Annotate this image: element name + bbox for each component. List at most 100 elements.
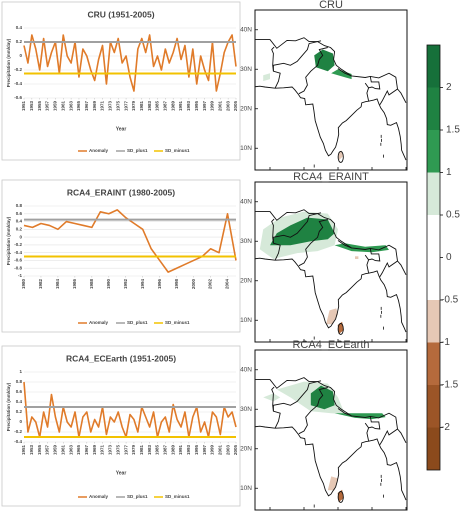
x-tick-label: 1988 (89, 279, 94, 290)
chart-panel (1, 345, 241, 507)
x-tick-label: 1983 (147, 445, 152, 456)
x-tick-label: 1959 (53, 101, 58, 112)
colorbar-label: -0.5 (441, 295, 459, 306)
lat-label: 40N (240, 26, 252, 33)
colorbar-segment (427, 45, 440, 88)
x-tick-label: 1983 (147, 101, 152, 112)
x-tick-label: 1995 (194, 101, 199, 112)
y-tick-label: 0.2 (16, 227, 23, 232)
precip-shade (355, 256, 359, 259)
y-tick-label: 0.4 (16, 399, 23, 404)
map-frame (254, 349, 408, 511)
x-tick-label: 1977 (123, 101, 128, 112)
border (272, 212, 322, 261)
map-title: RCA4_ERAINT (293, 171, 369, 183)
border (337, 68, 352, 77)
lat-label: 40N (240, 366, 252, 373)
x-tick-label: 1979 (131, 445, 136, 456)
y-tick-label: -0.4 (14, 81, 22, 86)
precip-shade (326, 308, 338, 325)
border (272, 40, 322, 89)
x-tick-label: 1987 (163, 101, 168, 112)
colorbar-segment (427, 87, 440, 130)
colorbar-label: -2 (441, 422, 450, 433)
x-tick-label: 2005 (233, 445, 238, 456)
border (271, 46, 275, 72)
y-tick-label: -0.4 (14, 250, 22, 255)
x-tick-label: 1967 (84, 101, 89, 112)
x-tick-label: 2001 (217, 445, 222, 456)
x-tick-label: 1993 (186, 101, 191, 112)
y-tick-label: -1 (18, 273, 22, 278)
colorbar-label: 0 (446, 252, 452, 263)
precip-shade (310, 385, 335, 410)
legend-label: SD_plus1 (127, 494, 148, 499)
x-tick-label: 1969 (92, 101, 97, 112)
map-frame (254, 9, 408, 171)
colorbar-label: 1 (446, 167, 452, 178)
x-tick-label: 1994 (140, 279, 145, 290)
x-tick-label: 1951 (21, 445, 26, 456)
colorbar-label: -1.5 (441, 380, 459, 391)
x-tick-label: 1959 (53, 445, 58, 456)
chart-panel (1, 1, 241, 161)
x-tick-label: 1953 (29, 101, 34, 112)
precip-shade (338, 150, 344, 161)
chart-title: RCA4_ECEarth (1951-2005) (66, 353, 176, 363)
x-tick-label: 1999 (210, 101, 215, 112)
x-tick-label: 1986 (72, 279, 77, 290)
x-tick-label: 1951 (21, 101, 26, 112)
lat-label: 20N (240, 105, 252, 112)
coastline (255, 257, 407, 333)
x-tick-label: 1955 (37, 445, 42, 456)
legend-label: Anomaly (89, 320, 109, 325)
map (255, 350, 407, 510)
x-tick-label: 1987 (163, 445, 168, 456)
y-tick-label: 0 (19, 234, 22, 239)
colorbar-segment (427, 385, 440, 428)
x-tick-label: 1965 (76, 101, 81, 112)
x-tick-label: 1975 (115, 101, 120, 112)
x-tick-label: 1985 (155, 101, 160, 112)
colorbar-label: 2 (446, 82, 452, 93)
border (298, 387, 328, 435)
y-tick-label: -0.2 (14, 67, 22, 72)
map (255, 182, 407, 342)
x-tick-label: 1997 (202, 101, 207, 112)
series-line (23, 381, 237, 438)
x-tick-label: 1979 (131, 101, 136, 112)
x-tick-label: 1991 (178, 101, 183, 112)
border (317, 213, 398, 278)
x-tick-label: 1963 (68, 101, 73, 112)
x-tick-label: 1957 (45, 445, 50, 456)
border (271, 218, 275, 244)
border (298, 47, 328, 95)
coastline (255, 85, 407, 161)
coastline (255, 425, 407, 501)
colorbar-segment (427, 342, 440, 385)
x-tick-label: 1973 (108, 445, 113, 456)
x-tick-label: 2001 (217, 101, 222, 112)
precip-shade (331, 69, 352, 80)
x-tick-label: 1955 (37, 101, 42, 112)
lat-label: 20N (240, 445, 252, 452)
x-tick-label: 2003 (225, 101, 230, 112)
x-tick-label: 1961 (60, 101, 65, 112)
legend-label: SD_plus1 (127, 320, 148, 325)
map-title: RCA4_ECEarth (292, 339, 369, 351)
border (364, 422, 370, 441)
border (368, 416, 381, 430)
lat-label: 20N (240, 277, 252, 284)
border (255, 37, 318, 49)
border (298, 219, 328, 267)
y-tick-label: 0.8 (16, 203, 23, 208)
y-tick-label: 0.4 (16, 219, 23, 224)
legend-label: SD_minus1 (165, 148, 190, 153)
lat-label: 10N (240, 145, 252, 152)
y-tick-label: -0.6 (14, 95, 22, 100)
y-tick-label: -0.4 (14, 439, 22, 444)
map-title: CRU (319, 0, 343, 11)
border (397, 428, 407, 444)
